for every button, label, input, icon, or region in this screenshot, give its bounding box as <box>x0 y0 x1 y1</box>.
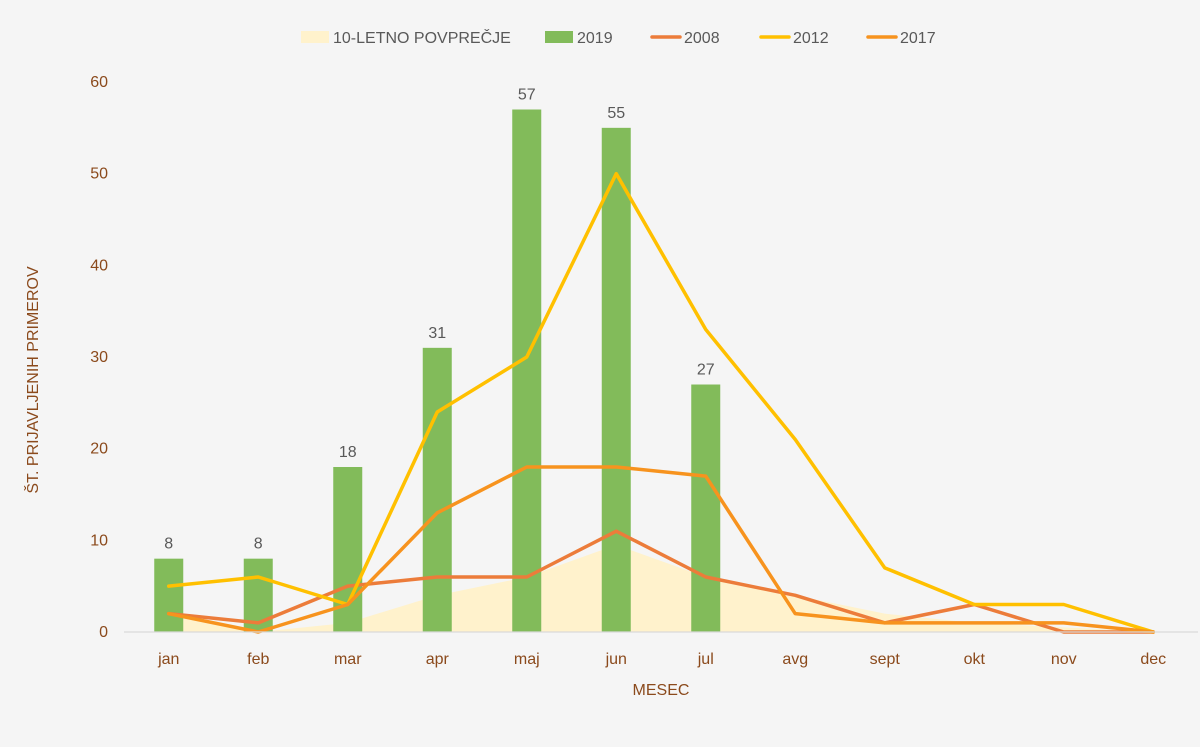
legend-label: 10-LETNO POVPREČJE <box>333 28 511 47</box>
legend-label: 2008 <box>684 30 720 47</box>
axis-layer: 0 10 20 30 40 50 60 jan feb mar apr maj jun jul avg sep… <box>90 74 1198 668</box>
data-label-layer: 8 8 18 31 57 55 27 <box>164 87 714 553</box>
bar-data-label: 57 <box>518 87 536 104</box>
x-tick-label: avg <box>782 651 808 668</box>
x-tick-label: jun <box>605 651 627 668</box>
legend: 10-LETNO POVPREČJE 2019 2008 2012 2017 <box>301 28 936 47</box>
x-tick-label: feb <box>247 651 269 668</box>
legend-swatch <box>545 31 573 43</box>
x-tick-label: maj <box>514 651 540 668</box>
x-axis-title: MESEC <box>633 682 690 699</box>
legend-label: 2019 <box>577 30 613 47</box>
bar-2019-jun <box>601 127 631 632</box>
y-tick-label: 30 <box>90 349 108 366</box>
x-tick-label: nov <box>1051 651 1077 668</box>
y-axis-title: ŠT. PRIJAVLJENIH PRIMEROV <box>23 266 42 494</box>
average-area-layer <box>168 544 1154 632</box>
bar-data-label: 8 <box>164 536 173 553</box>
x-tick-label: jan <box>157 651 179 668</box>
y-tick-label: 50 <box>90 166 108 183</box>
y-tick-label: 20 <box>90 441 108 458</box>
bar-data-label: 18 <box>339 444 357 461</box>
bar-2019-jan <box>154 558 184 632</box>
y-tick-label: 40 <box>90 257 108 274</box>
bar-2019-maj <box>512 109 542 632</box>
bar-data-label: 8 <box>254 536 263 553</box>
legend-swatch <box>301 31 329 43</box>
legend-label: 2012 <box>793 30 829 47</box>
line-layer <box>167 171 1155 634</box>
x-tick-label: apr <box>426 651 450 668</box>
bar-2019-apr <box>422 347 452 632</box>
bar-2019-jul <box>691 384 721 632</box>
bar-data-label: 27 <box>697 362 715 379</box>
y-tick-label: 0 <box>99 624 108 641</box>
line-series-2017 <box>167 465 1155 634</box>
y-tick-label: 10 <box>90 532 108 549</box>
y-tick-label: 60 <box>90 74 108 91</box>
x-tick-label: sept <box>870 651 901 668</box>
x-tick-label: dec <box>1140 651 1166 668</box>
legend-label: 2017 <box>900 30 936 47</box>
bar-data-label: 31 <box>428 325 446 342</box>
bar-layer <box>154 109 721 632</box>
line-series-2012 <box>167 171 1155 634</box>
x-tick-label: okt <box>964 651 986 668</box>
x-tick-label: mar <box>334 651 362 668</box>
line-series-2008 <box>167 529 1155 634</box>
bar-data-label: 55 <box>607 105 625 122</box>
average-area <box>168 544 1154 632</box>
x-tick-label: jul <box>697 651 714 668</box>
